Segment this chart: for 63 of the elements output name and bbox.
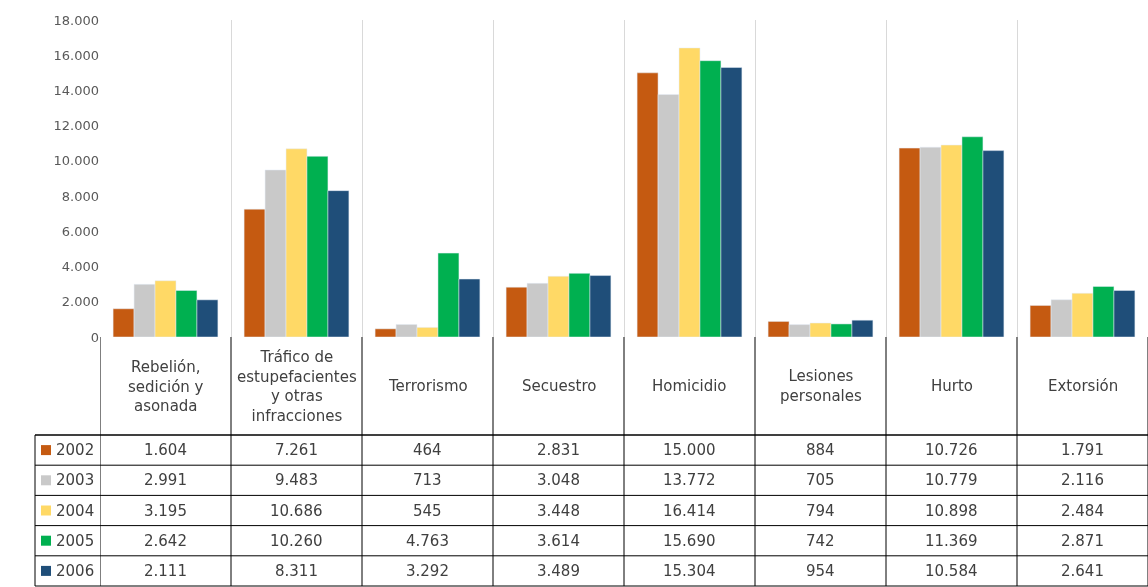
x-tick-label: Homicidio (652, 377, 727, 395)
data-label: 15.690 (663, 532, 716, 550)
data-label: 2.831 (537, 441, 580, 459)
data-label: 742 (806, 532, 835, 550)
y-tick-label: 6.000 (61, 223, 99, 239)
y-tick-label: 4.000 (61, 259, 99, 275)
data-label: 3.448 (537, 502, 580, 520)
data-label: 794 (806, 502, 835, 520)
legend-label: 2003 (56, 471, 95, 489)
data-label: 10.726 (925, 441, 978, 459)
data-label: 3.614 (537, 532, 580, 550)
legend-label: 2006 (56, 562, 95, 580)
data-label: 15.000 (663, 441, 716, 459)
data-label: 464 (413, 441, 442, 459)
data-label: 954 (806, 562, 835, 580)
x-tick-label: Hurto (931, 377, 974, 395)
x-tick-label: Rebelión, sedición y asonada (128, 358, 204, 415)
data-label: 705 (806, 471, 835, 489)
data-label: 4.763 (406, 532, 449, 550)
data-label: 2.641 (1061, 562, 1104, 580)
data-label: 9.483 (275, 471, 318, 489)
data-label: 2.116 (1061, 471, 1104, 489)
y-tick-label: 2.000 (61, 294, 99, 310)
y-tick-label: 8.000 (61, 188, 99, 204)
data-label: 3.292 (406, 562, 449, 580)
data-label: 3.489 (537, 562, 580, 580)
data-label: 1.604 (144, 441, 187, 459)
y-tick-label: 14.000 (53, 82, 99, 98)
data-label: 7.261 (275, 441, 318, 459)
y-tick-label: 10.000 (53, 153, 99, 169)
y-tick-label: 16.000 (53, 47, 99, 63)
data-label: 884 (806, 441, 835, 459)
data-label: 2.642 (144, 532, 187, 550)
y-tick-label: 0 (90, 329, 99, 345)
x-tick-label: Terrorismo (388, 377, 468, 395)
data-label: 2.991 (144, 471, 187, 489)
y-tick-label: 12.000 (53, 118, 99, 134)
x-tick-label: Lesiones personales (780, 367, 862, 405)
data-label: 2.484 (1061, 502, 1104, 520)
data-label: 545 (413, 502, 442, 520)
legend-label: 2002 (56, 441, 95, 459)
data-label: 15.304 (663, 562, 716, 580)
data-label: 713 (413, 471, 442, 489)
data-label: 10.898 (925, 502, 978, 520)
x-tick-label: Extorsión (1048, 377, 1119, 395)
y-tick-label: 18.000 (53, 12, 99, 28)
data-label: 2.871 (1061, 532, 1104, 550)
data-label: 8.311 (275, 562, 318, 580)
data-label: 10.779 (925, 471, 978, 489)
data-label: 16.414 (663, 502, 716, 520)
data-label: 13.772 (663, 471, 716, 489)
legend-label: 2005 (56, 532, 95, 550)
data-label: 10.686 (270, 502, 323, 520)
data-label: 11.369 (925, 532, 978, 550)
data-label: 3.195 (144, 502, 187, 520)
data-label: 1.791 (1061, 441, 1104, 459)
data-label: 10.260 (270, 532, 323, 550)
x-tick-label: Secuestro (522, 377, 597, 395)
data-label: 2.111 (144, 562, 187, 580)
x-tick-label: Tráfico de estupefacientes y otras infracciones (237, 348, 357, 425)
data-label: 10.584 (925, 562, 978, 580)
legend-label: 2004 (56, 502, 95, 520)
data-label: 3.048 (537, 471, 580, 489)
